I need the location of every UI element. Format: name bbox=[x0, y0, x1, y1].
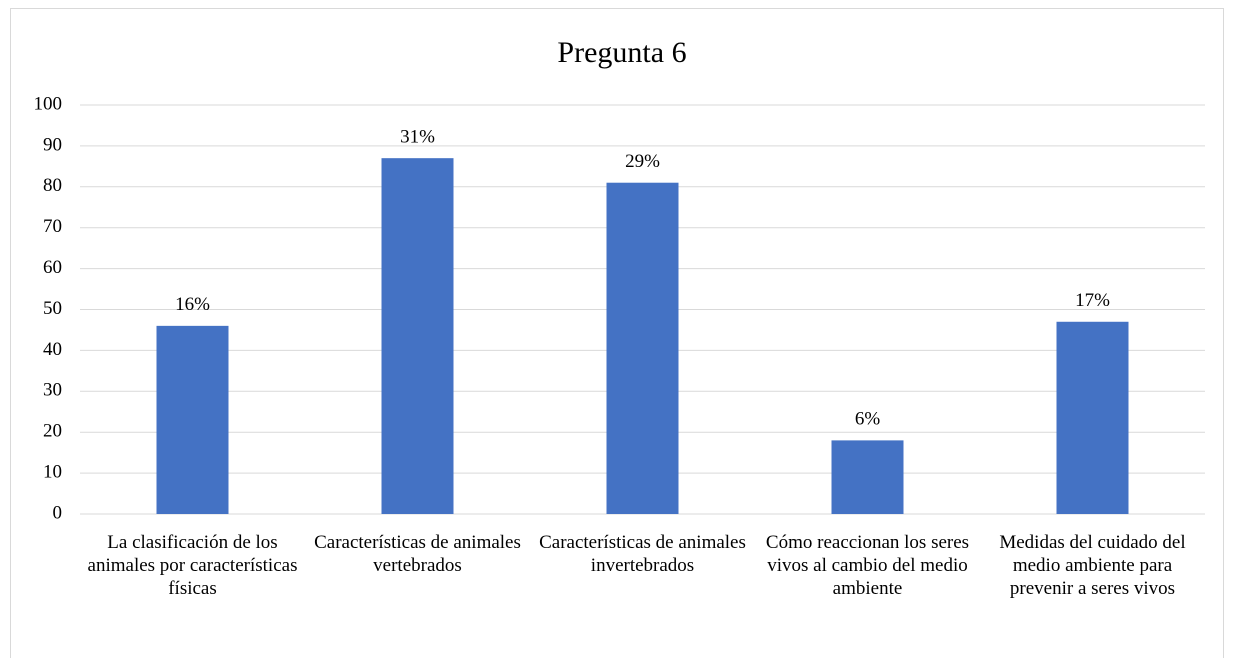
bar bbox=[1056, 321, 1129, 514]
y-tick-label: 90 bbox=[43, 134, 62, 155]
y-tick-label: 20 bbox=[43, 421, 62, 442]
y-tick-label: 60 bbox=[43, 257, 62, 278]
data-label: 29% bbox=[625, 151, 660, 172]
bar bbox=[156, 325, 229, 514]
x-tick-label: Características de animales vertebrados bbox=[314, 532, 521, 576]
y-tick-label: 40 bbox=[43, 339, 62, 360]
y-tick-label: 0 bbox=[53, 502, 63, 523]
data-label: 6% bbox=[855, 409, 881, 430]
x-tick-label: Cómo reaccionan los seres vivos al cambi… bbox=[765, 532, 970, 599]
y-tick-label: 50 bbox=[43, 298, 62, 319]
data-label: 17% bbox=[1075, 290, 1110, 311]
x-tick-label: Medidas del cuidado del medio ambiente p… bbox=[999, 532, 1186, 599]
x-tick-label: Características de animales invertebrado… bbox=[539, 532, 746, 576]
chart-title: Pregunta 6 bbox=[557, 36, 686, 69]
y-tick-label: 100 bbox=[34, 93, 63, 114]
bar bbox=[381, 158, 454, 515]
y-tick-label: 10 bbox=[43, 461, 62, 482]
bar bbox=[606, 182, 679, 514]
chart-frame bbox=[10, 8, 1224, 658]
y-tick-label: 70 bbox=[43, 216, 62, 237]
data-label: 16% bbox=[175, 294, 210, 315]
data-label: 31% bbox=[400, 127, 435, 148]
y-tick-label: 30 bbox=[43, 380, 62, 401]
bar bbox=[831, 440, 904, 514]
y-tick-label: 80 bbox=[43, 175, 62, 196]
x-tick-label: La clasificación de los animales por car… bbox=[87, 532, 298, 599]
